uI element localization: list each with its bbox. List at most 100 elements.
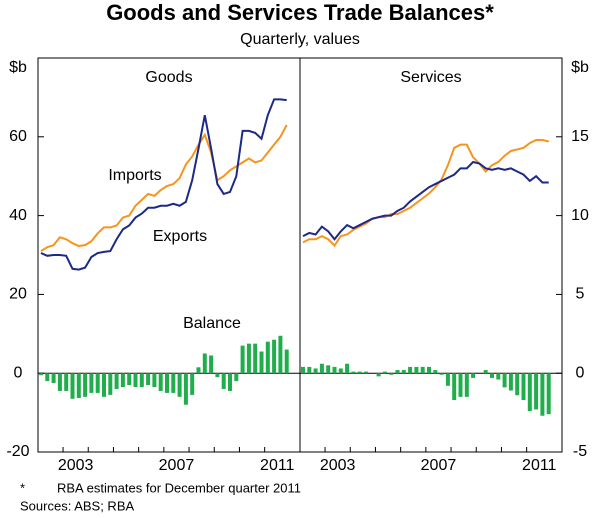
y-tick-label: 10 — [571, 207, 589, 224]
bar — [427, 366, 431, 374]
bar — [326, 365, 331, 374]
bar — [83, 373, 88, 397]
series-label: Balance — [183, 315, 241, 332]
bar — [171, 373, 176, 393]
footnote-marker: * — [20, 480, 25, 495]
bar — [221, 373, 226, 389]
bar — [345, 363, 350, 374]
bar — [57, 373, 62, 391]
bar — [433, 370, 438, 374]
line — [40, 124, 288, 252]
y-tick-label: 40 — [9, 207, 27, 224]
bar — [452, 373, 457, 400]
bar — [272, 339, 277, 374]
chart-title: Goods and Services Trade Balances* — [106, 0, 494, 25]
x-tick-label: 2011 — [260, 457, 295, 474]
bar — [51, 373, 56, 384]
bar — [351, 371, 356, 374]
bar — [234, 373, 239, 382]
bar — [259, 351, 264, 374]
bar — [190, 373, 195, 395]
bar — [445, 373, 450, 386]
panel-title: Services — [400, 69, 461, 86]
bar — [89, 373, 94, 393]
x-tick-label: 2003 — [320, 457, 356, 474]
bar — [490, 373, 494, 378]
bar — [395, 370, 400, 374]
bar — [146, 373, 151, 386]
y-tick-label: -20 — [6, 443, 29, 460]
bar — [357, 371, 362, 374]
bar — [408, 366, 413, 374]
y-tick-label: 60 — [9, 128, 27, 145]
bar — [483, 370, 488, 374]
x-tick-label: 2003 — [58, 457, 94, 474]
bar — [177, 373, 182, 397]
y-tick-label: 20 — [9, 286, 27, 303]
bar — [439, 373, 444, 375]
bar — [389, 373, 394, 375]
bar — [401, 370, 406, 374]
series-label: Imports — [108, 167, 161, 184]
footnote: RBA estimates for December quarter 2011 — [57, 480, 301, 495]
bar — [307, 366, 312, 374]
bar — [313, 368, 318, 374]
bar — [152, 373, 157, 387]
bar — [133, 373, 138, 387]
bar — [45, 373, 50, 382]
chart-subtitle: Quarterly, values — [240, 31, 360, 48]
bar — [158, 373, 163, 391]
series-label: Exports — [153, 228, 207, 245]
bar — [540, 373, 545, 416]
bar — [458, 373, 463, 397]
y-tick-label: -5 — [573, 443, 587, 460]
bar — [301, 366, 305, 374]
bar — [382, 371, 387, 374]
panel-title: Goods — [145, 69, 192, 86]
sources: Sources: ABS; RBA — [20, 498, 134, 513]
bar — [70, 373, 75, 399]
bar — [196, 367, 201, 374]
y-tick-label: 15 — [571, 128, 589, 145]
y-tick-label: 0 — [14, 364, 23, 381]
bar — [120, 373, 125, 387]
bar — [165, 373, 169, 393]
bar — [102, 373, 106, 397]
bar — [546, 373, 551, 415]
bar — [496, 373, 501, 380]
bar — [265, 341, 270, 374]
bar — [228, 373, 232, 391]
x-tick-label: 2011 — [522, 457, 557, 474]
bar — [319, 363, 324, 374]
bar — [183, 373, 188, 405]
line — [302, 160, 549, 241]
bar — [39, 373, 43, 376]
bar — [502, 373, 507, 388]
line — [302, 138, 549, 248]
bar — [202, 353, 207, 374]
bar — [376, 373, 381, 377]
x-tick-label: 2007 — [159, 457, 195, 474]
y-tick-label: 5 — [576, 286, 585, 303]
bar — [240, 345, 245, 374]
bar — [534, 373, 539, 410]
bar — [127, 373, 132, 386]
bar — [209, 355, 214, 374]
bar — [76, 373, 81, 399]
y-axis-label: $b — [571, 59, 589, 76]
bar — [332, 366, 337, 374]
bar — [246, 343, 251, 374]
bar — [284, 349, 289, 374]
bar — [215, 373, 220, 378]
bar — [420, 366, 425, 374]
bar — [64, 373, 69, 391]
bar — [139, 373, 144, 387]
bar — [114, 373, 119, 389]
bar — [521, 373, 526, 400]
bar — [464, 373, 469, 397]
y-axis-label: $b — [9, 59, 27, 76]
y-tick-label: 0 — [576, 364, 585, 381]
x-tick-label: 2007 — [421, 457, 457, 474]
